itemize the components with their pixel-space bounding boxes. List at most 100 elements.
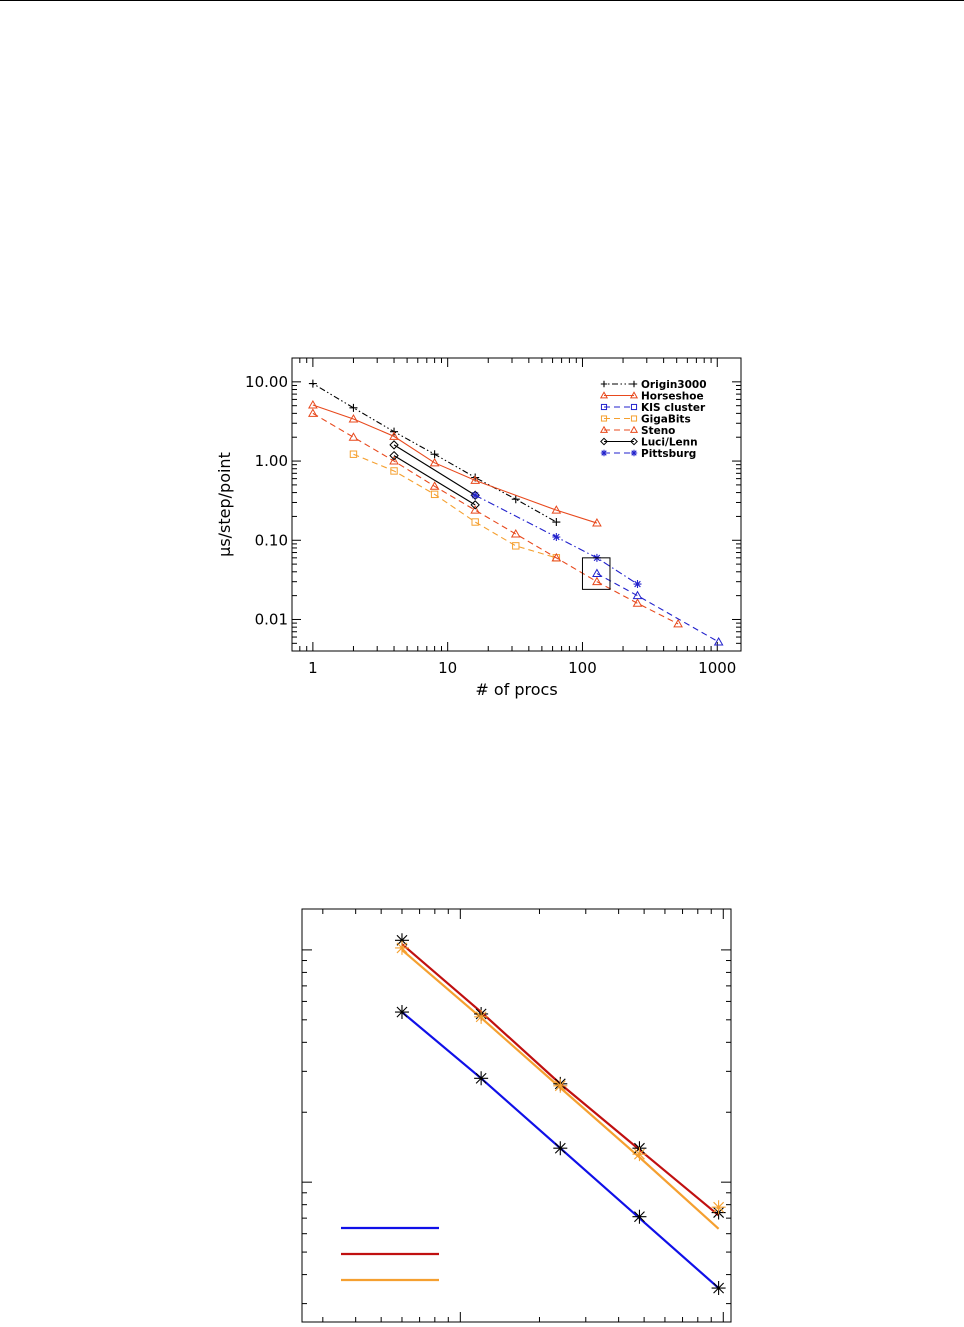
data-point <box>474 1009 489 1024</box>
legend-marker <box>630 449 638 457</box>
data-point <box>632 1209 647 1224</box>
legend-label: GigaBits <box>641 414 691 426</box>
y-tick-label: 10.00 <box>245 373 288 391</box>
data-point <box>430 450 439 459</box>
data-point <box>552 532 561 541</box>
legend-2 <box>341 1226 439 1282</box>
series-line <box>393 455 476 506</box>
x-tick-label: 10 <box>438 659 457 677</box>
data-point <box>394 940 409 955</box>
data-point <box>632 1147 647 1162</box>
data-point <box>592 518 602 527</box>
data-point <box>470 500 480 510</box>
legend-marker <box>600 449 608 457</box>
data-point <box>349 450 358 458</box>
legend-item: Origin3000 <box>600 379 707 391</box>
data-point <box>553 1141 568 1156</box>
data-point <box>389 456 399 465</box>
data-point <box>389 440 399 450</box>
marker-set-1 <box>394 933 726 1220</box>
data-point <box>553 1078 568 1093</box>
data-point <box>308 408 318 417</box>
series-line <box>312 412 679 625</box>
legend-label: KIS cluster <box>641 402 706 414</box>
data-point <box>552 518 561 527</box>
y-tick-label: 1.00 <box>255 452 288 470</box>
data-point <box>474 1071 489 1086</box>
legend-label: Pittsburg <box>641 448 696 460</box>
plot-frame-2 <box>301 908 732 1323</box>
data-point <box>471 491 480 500</box>
data-point <box>470 475 481 484</box>
x-axis-title: # of procs <box>475 680 557 699</box>
data-point <box>551 552 562 562</box>
legend-marker <box>629 425 639 433</box>
x-tick-label: 1 <box>308 659 318 677</box>
data-point <box>394 1005 409 1020</box>
legend-label: Horseshoe <box>641 391 704 403</box>
data-point <box>390 467 398 475</box>
data-point <box>592 576 602 586</box>
data-point <box>511 495 520 504</box>
legend-marker <box>599 425 609 433</box>
data-point <box>348 413 359 423</box>
data-point <box>349 403 358 412</box>
axis-ticks <box>291 357 741 652</box>
legend-marker <box>630 380 638 388</box>
legend-item: Luci/Lenn <box>600 437 698 449</box>
series-gigabits <box>349 450 561 562</box>
data-point <box>348 432 359 441</box>
legend-marker <box>630 415 638 422</box>
legend-marker <box>599 391 609 399</box>
data-point <box>308 400 318 409</box>
data-point <box>471 518 479 526</box>
series-steno <box>308 408 683 628</box>
axis-ticks-2 <box>302 909 731 1322</box>
legend-item: GigaBits <box>600 414 691 426</box>
legend-item: Pittsburg <box>600 448 696 460</box>
legend-marker <box>630 403 638 411</box>
legend-item: Steno <box>599 425 675 437</box>
legend-marker <box>600 415 608 422</box>
data-point <box>430 490 439 499</box>
series-luci-lenn <box>389 440 480 510</box>
x-tick-label: 100 <box>568 659 597 677</box>
data-point <box>429 457 440 467</box>
data-point <box>711 1200 726 1215</box>
series-horseshoe <box>308 400 602 527</box>
legend-label: Luci/Lenn <box>641 437 698 449</box>
data-point <box>470 505 481 514</box>
data-point <box>394 933 409 948</box>
legend-label: Origin3000 <box>641 379 707 391</box>
data-point <box>633 580 642 589</box>
page-top-rule <box>0 0 964 1</box>
data-point <box>632 590 643 600</box>
legend-marker <box>630 437 638 446</box>
series-line <box>393 444 476 496</box>
legend-marker <box>600 403 608 411</box>
top-chart: 1 10 100 1000 0.01 0.10 1.00 10.00 # of procs μs/… <box>215 357 742 699</box>
data-point <box>308 379 317 388</box>
data-point <box>632 598 643 607</box>
legend-marker <box>600 437 608 446</box>
data-point <box>551 505 562 514</box>
marker-set-0 <box>394 1005 726 1296</box>
legend-marker <box>629 391 639 399</box>
legend-item: KIS cluster <box>600 402 706 414</box>
data-point <box>512 542 520 550</box>
marker-set-2 <box>394 940 726 1215</box>
data-point <box>711 1281 726 1296</box>
data-point <box>389 431 399 440</box>
highlight-box <box>581 557 611 590</box>
data-point <box>713 636 724 646</box>
y-tick-label: 0.10 <box>255 531 288 549</box>
legend-label: Steno <box>641 425 675 437</box>
legend-marker <box>600 380 608 388</box>
data-point <box>673 618 683 628</box>
x-tick-label: 1000 <box>698 659 736 677</box>
series-origin3000 <box>308 379 561 527</box>
data-point <box>510 528 521 538</box>
y-axis-title: μs/step/point <box>215 452 234 557</box>
